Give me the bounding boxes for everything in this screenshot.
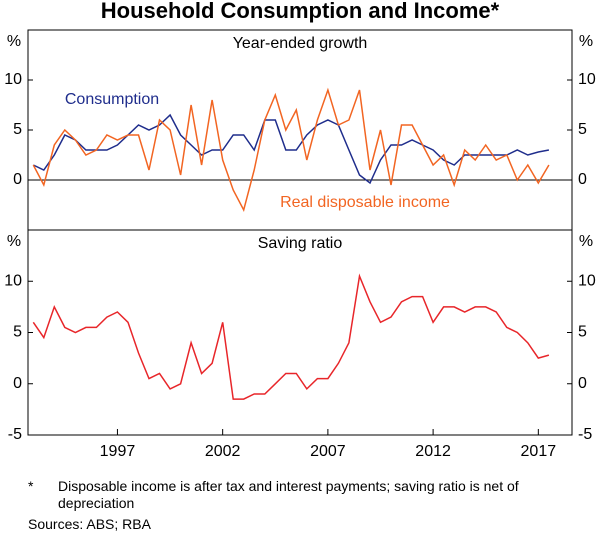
- y-tick-label: 5: [578, 324, 587, 341]
- x-tick-label: 2007: [310, 443, 346, 460]
- note-marker: *: [28, 478, 34, 494]
- y-tick-label: 5: [13, 324, 22, 341]
- y-tick-label: 0: [13, 375, 22, 392]
- panel-subtitle: Saving ratio: [258, 235, 343, 252]
- y-unit: %: [7, 33, 21, 50]
- y-tick-label: 0: [578, 171, 587, 188]
- y-unit: %: [7, 233, 21, 250]
- series-label: Consumption: [65, 91, 159, 108]
- y-unit: %: [579, 233, 593, 250]
- chart: Household Consumption and Income* Year-e…: [4, 0, 596, 460]
- series-line: [32, 273, 550, 400]
- y-tick-label: 5: [13, 121, 22, 138]
- series-label: Real disposable income: [280, 194, 450, 211]
- x-tick-label: 2017: [521, 443, 557, 460]
- y-unit: %: [579, 33, 593, 50]
- chart-title: Household Consumption and Income*: [101, 0, 500, 23]
- y-tick-label: 10: [4, 71, 22, 88]
- y-tick-label: 10: [4, 272, 22, 289]
- x-tick-label: 2012: [415, 443, 451, 460]
- series-line: [32, 87, 550, 213]
- x-tick-label: 1997: [100, 443, 136, 460]
- y-tick-label: -5: [8, 426, 22, 443]
- panel-subtitle: Year-ended growth: [233, 35, 368, 52]
- panel-frame: [27, 229, 573, 436]
- y-tick-label: 10: [578, 272, 596, 289]
- sources: Sources: ABS; RBA: [28, 516, 151, 532]
- note-text: Disposable income is after tax and inter…: [58, 478, 519, 511]
- y-tick-label: -5: [578, 426, 592, 443]
- y-tick-label: 0: [13, 171, 22, 188]
- y-tick-label: 5: [578, 121, 587, 138]
- y-tick-label: 10: [578, 71, 596, 88]
- series-line: [32, 113, 550, 185]
- y-tick-label: 0: [578, 375, 587, 392]
- x-tick-label: 2002: [205, 443, 241, 460]
